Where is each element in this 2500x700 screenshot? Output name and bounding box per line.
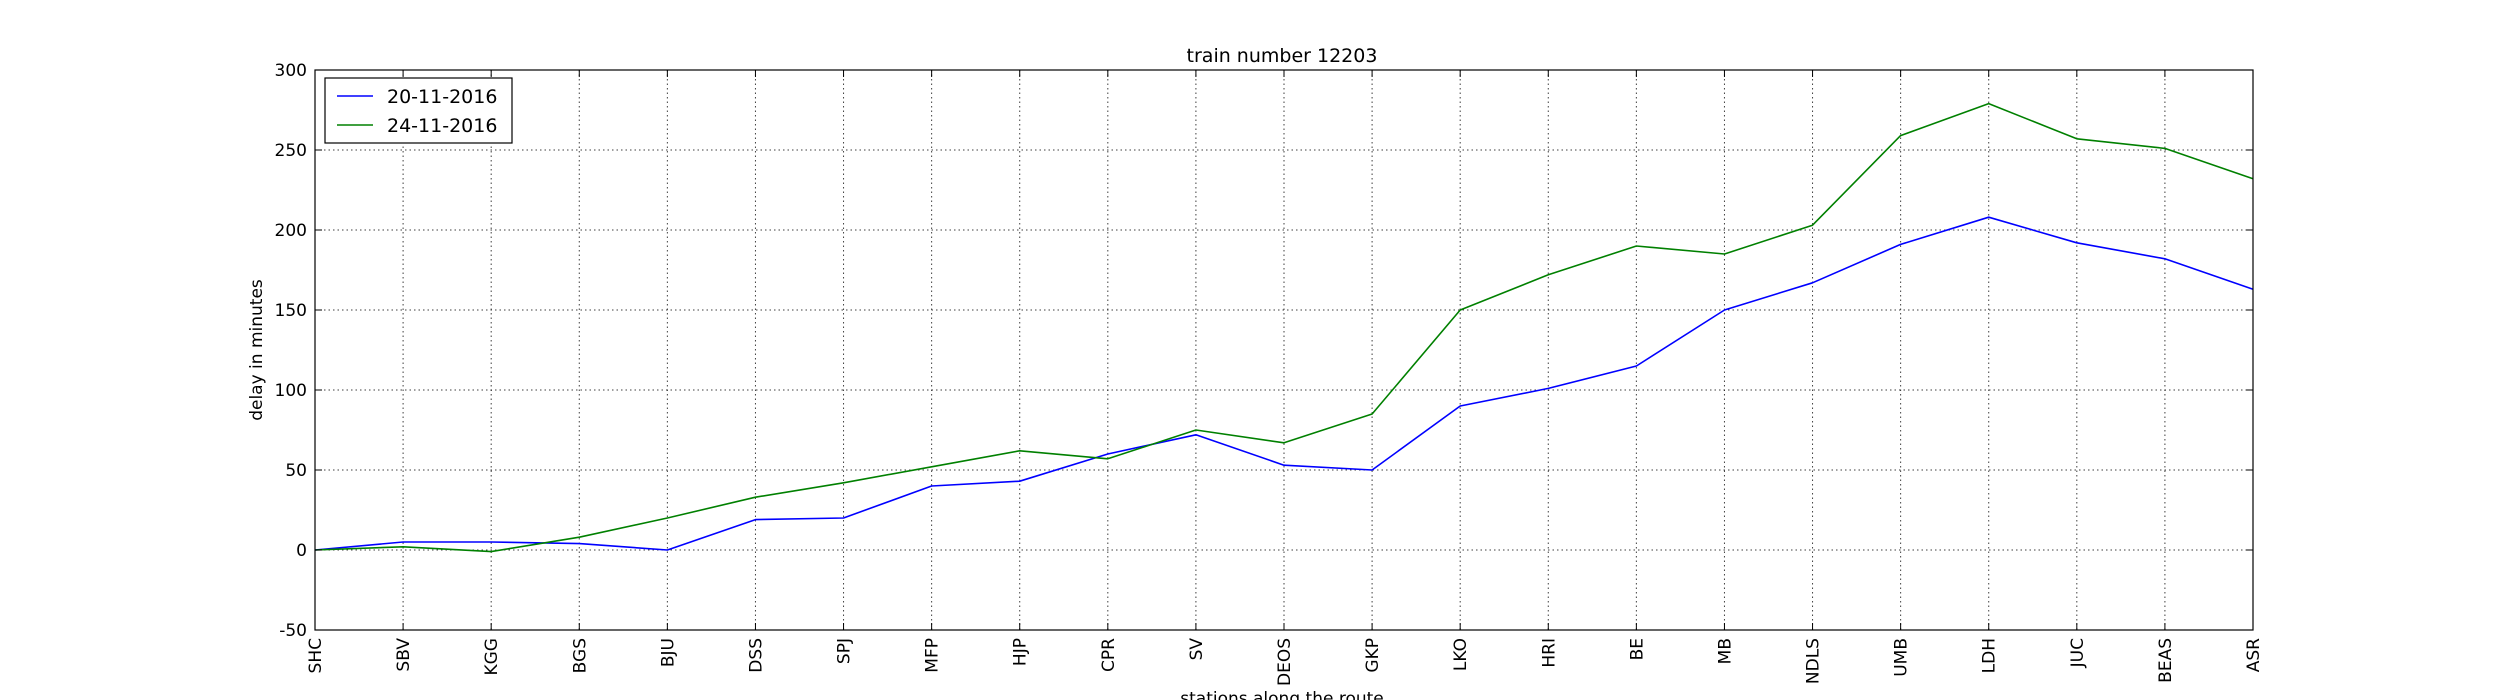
x-tick-label-shc: SHC (306, 638, 326, 673)
x-tick-label-bju: BJU (658, 638, 678, 667)
y-axis-label: delay in minutes (247, 279, 267, 421)
x-tick-label-sbv: SBV (394, 638, 414, 672)
y-tick-label: -50 (279, 621, 307, 641)
x-tick-label-hri: HRI (1539, 638, 1559, 668)
x-tick-label-kgg: KGG (482, 638, 502, 676)
x-tick-label-ldh: LDH (1980, 638, 2000, 673)
legend-box (324, 77, 513, 144)
x-tick-label-mb: MB (1715, 638, 1735, 664)
x-tick-label-deos: DEOS (1275, 638, 1295, 686)
y-tick-label: 250 (275, 141, 307, 161)
x-tick-label-bgs: BGS (570, 638, 590, 673)
axis-ticks: -50 0 50 100 150 200 250 300 SHC SBV KGG BGS BJU DSS S… (275, 61, 2264, 686)
y-tick-label: 200 (275, 221, 307, 241)
x-tick-label-juc: JUC (2068, 638, 2088, 668)
y-tick-label: 0 (296, 541, 307, 561)
series-line-24-11-2016 (314, 102, 2254, 553)
y-tick-label: 50 (285, 461, 307, 481)
legend-label-20-11-2016: 20-11-2016 (387, 86, 497, 108)
x-tick-label-be: BE (1627, 638, 1647, 660)
x-tick-label-lko: LKO (1451, 638, 1471, 671)
x-tick-label-beas: BEAS (2156, 638, 2176, 683)
x-tick-label-umb: UMB (1892, 638, 1912, 677)
y-tick-label: 150 (275, 301, 307, 321)
x-tick-label-spj: SPJ (835, 638, 855, 664)
x-tick-label-hjp: HJP (1011, 638, 1031, 666)
chart-title: train number 12203 (1187, 45, 1378, 67)
series-lines (314, 102, 2254, 553)
x-tick-label-asr: ASR (2244, 638, 2264, 672)
x-tick-label-ndls: NDLS (1804, 638, 1824, 684)
x-tick-label-sv: SV (1187, 638, 1207, 661)
series-line-20-11-2016 (314, 216, 2254, 551)
legend-label-24-11-2016: 24-11-2016 (387, 115, 497, 137)
legend: 20-11-2016 24-11-2016 (324, 77, 513, 144)
x-axis-label: stations along the route (1180, 689, 1384, 700)
x-tick-label-mfp: MFP (923, 638, 943, 673)
x-tick-label-cpr: CPR (1099, 638, 1119, 672)
y-tick-label: 100 (275, 381, 307, 401)
x-tick-label-dss: DSS (746, 638, 766, 673)
y-tick-label: 300 (275, 61, 307, 81)
x-tick-label-gkp: GKP (1363, 638, 1383, 673)
